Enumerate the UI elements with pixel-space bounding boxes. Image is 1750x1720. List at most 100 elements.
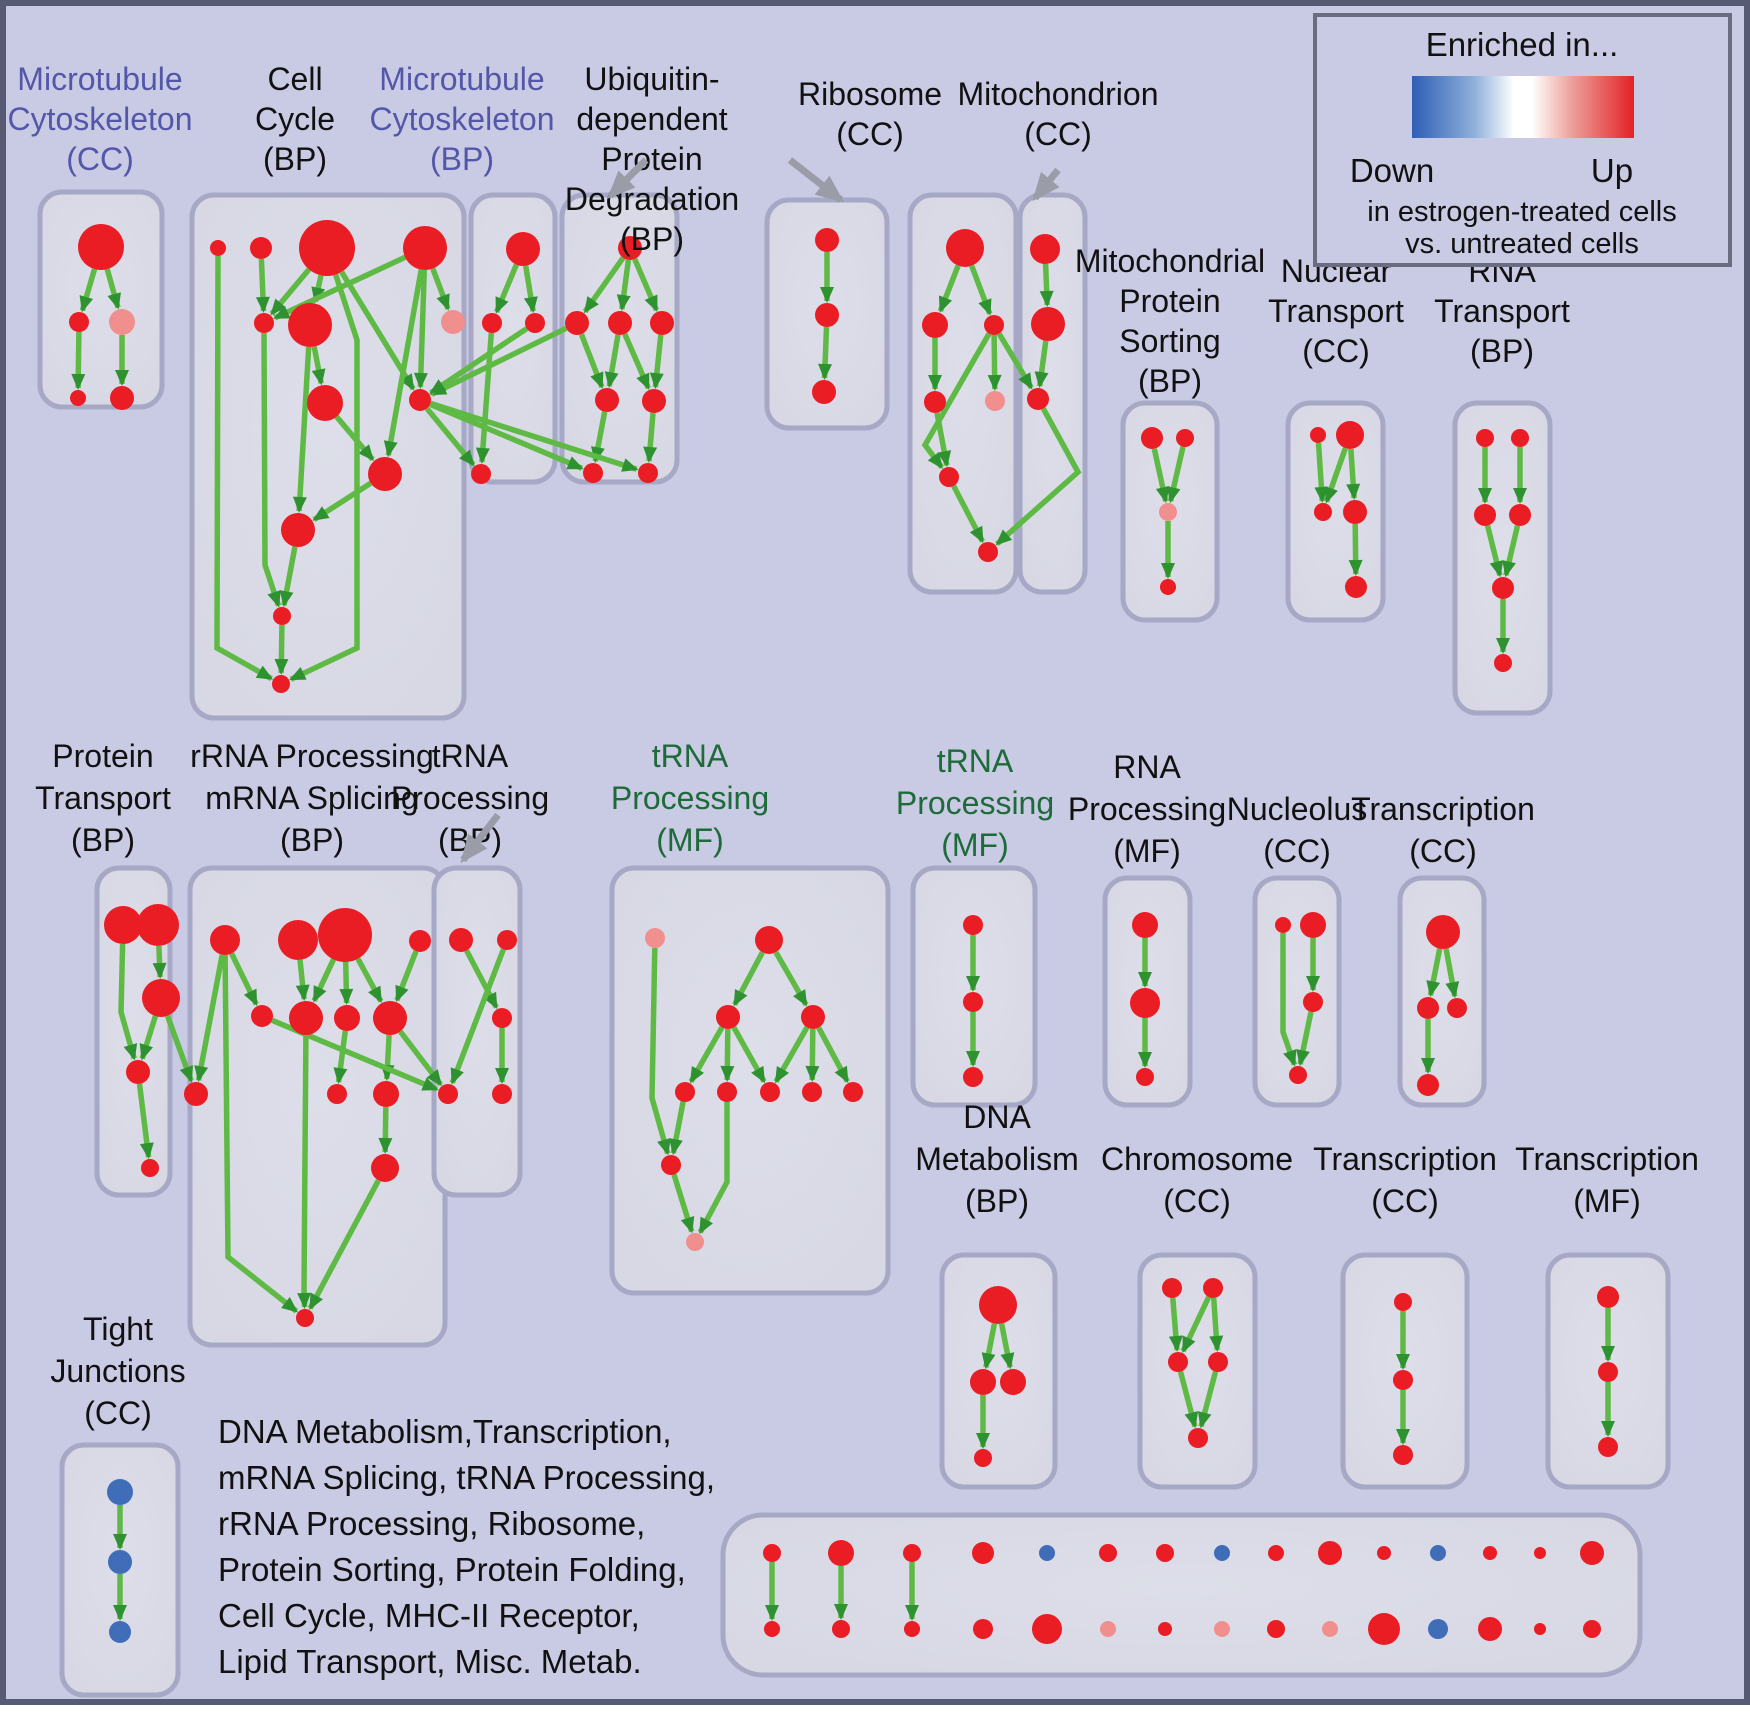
mitochondrion-cc-node-m2 [1031, 307, 1065, 341]
transcription-cc-row2-label-line-0: Transcription [1351, 791, 1535, 827]
mitochondrion-cc-label-line-1: (CC) [1024, 116, 1092, 152]
dna-metabolism-bp-node-b [974, 1449, 992, 1467]
microtubule-cytoskeleton-bp-node-b [525, 313, 545, 333]
protein-transport-bp-edge-b-c [152, 945, 167, 979]
trna-processing-bp-label-line-1: Processing [391, 780, 549, 816]
transcription-cc-row2-node-mr [1447, 998, 1467, 1018]
microtubule-cytoskeleton-cc-edge-a-c [71, 331, 86, 390]
ribosome-cc-edge-e-f [951, 484, 985, 544]
transcription-cc-row3-label-line-0: Transcription [1313, 1141, 1497, 1177]
summary-node-col8-bottom [1267, 1620, 1285, 1638]
ubiquitin-degradation-main-node-a [565, 311, 589, 335]
trna-processing-mf-small-node-n3 [963, 1067, 983, 1087]
dna-metabolism-bp-label-line-2: (BP) [965, 1183, 1029, 1219]
mitochondrial-protein-sorting-bp-label-line-1: Protein [1119, 283, 1220, 319]
summary-node-col14-top [1580, 1541, 1604, 1565]
ubiquitin-degradation-main-node-g [638, 463, 658, 483]
transcription-cc-row2-edges [1421, 948, 1460, 1074]
chromosome-cc-node-tl [1162, 1278, 1182, 1298]
trna-processing-mf-large-edge-mr-r4 [805, 1028, 820, 1082]
labels-layer: Microtubule Cytoskeleton (CC) Cell Cycle (BP)… [8, 13, 1732, 1680]
protein-transport-bp-box [94, 865, 173, 1198]
chromosome-cc-edge-tr-ml [1180, 1295, 1212, 1354]
microtubule-cytoskeleton-cc-label-line-1: Cytoskeleton [8, 101, 193, 137]
label-pointer-arrow-2 [1032, 167, 1061, 202]
ubiquitin-degradation-chain-edge-n2-n3 [818, 326, 833, 380]
trna-processing-bp-node-q [438, 1084, 458, 1104]
tight-junctions-cc-node-n2 [108, 1550, 132, 1574]
mitochondrial-protein-sorting-bp-node-t1 [1141, 427, 1163, 449]
dna-metabolism-bp-label-line-0: DNA [963, 1099, 1031, 1135]
microtubule-cytoskeleton-cc-label-line-2: (CC) [66, 141, 134, 177]
trna-processing-bp-node-b2 [492, 1084, 512, 1104]
microtubule-cytoskeleton-bp-edge-t-a [494, 263, 519, 314]
rrna-processing-mrna-splicing-bp-node-i [318, 908, 372, 962]
ubiquitin-degradation-chain-node-n2 [815, 303, 839, 327]
cell-cycle-edge-f-k [292, 346, 312, 513]
ribosome-cc-edge-t-a [937, 264, 961, 313]
rna-processing-mf-node-n2 [1130, 988, 1160, 1018]
ubiquitin-degradation-main-edge-d-f [591, 411, 608, 464]
summary-node-col13-bottom [1534, 1623, 1546, 1635]
microtubule-cytoskeleton-cc-node-t [78, 224, 124, 270]
transcription-cc-row3-node-n2 [1393, 1370, 1413, 1390]
transcription-cc-row3-node-n3 [1393, 1445, 1413, 1465]
ribosome-cc-label-line-1: (CC) [836, 116, 904, 152]
protein-transport-bp-node-a [104, 906, 142, 944]
summary-node-col7-bottom [1214, 1621, 1230, 1637]
edges-layer [71, 252, 1615, 1621]
cell-cycle-edge-d-g [430, 267, 451, 311]
rrna-processing-mrna-splicing-bp-node-j [409, 930, 431, 952]
nuclear-transport-cc-label-line-2: (CC) [1302, 333, 1370, 369]
summary-node-col0-bottom [764, 1621, 780, 1637]
trna-processing-bp-node-mid [492, 1008, 512, 1028]
transcription-cc-row2-nodes [1417, 915, 1467, 1096]
ubiquitin-degradation-chain-edges [818, 252, 834, 380]
cell-cycle-edge-e-l [261, 332, 282, 608]
nuclear-transport-cc-nodes [1310, 421, 1367, 598]
trna-processing-mf-large-node-pk [645, 928, 665, 948]
ubiquitin-degradation-chain-node-n1 [815, 228, 839, 252]
microtubule-cytoskeleton-cc-node-a [69, 312, 89, 332]
trna-processing-bp-edges [449, 948, 509, 1085]
microtubule-cytoskeleton-bp-label-line-1: Cytoskeleton [370, 101, 555, 137]
cross-edge-3.a-1.i [429, 325, 568, 397]
trna-processing-mf-small-node-n2 [963, 992, 983, 1012]
trna-processing-mf-large-label-line-0: tRNA [652, 738, 729, 774]
protein-transport-bp-label-line-1: Transport [35, 780, 171, 816]
chromosome-cc-nodes [1162, 1278, 1228, 1448]
ribosome-cc-node-p [985, 391, 1005, 411]
trna-processing-mf-large-edge-ml-r1 [688, 1026, 725, 1084]
label-pointer-arrow-0 [607, 157, 649, 199]
mitochondrial-protein-sorting-bp-label-line-0: Mitochondrial [1075, 243, 1265, 279]
tight-junctions-cc-label-line-0: Tight [83, 1311, 153, 1347]
rna-processing-mf-node-n3 [1136, 1068, 1154, 1086]
transcription-cc-row2-edge-t-mr [1443, 948, 1460, 999]
trna-processing-bp-node-t1 [449, 928, 473, 952]
trna-processing-bp-edge-t2-q [449, 948, 506, 1085]
cross-edge-10.c-11.e2 [164, 1014, 194, 1083]
trna-processing-bp-label-line-0: tRNA [432, 738, 509, 774]
transcription-mf-label-line-1: (MF) [1573, 1183, 1641, 1219]
transcription-cc-row3-label-line-1: (CC) [1371, 1183, 1439, 1219]
transcription-cc-row2-label-line-1: (CC) [1409, 833, 1477, 869]
ubiquitin-degradation-main-edge-a-d [578, 333, 605, 389]
protein-transport-bp-node-d [126, 1060, 150, 1084]
microtubule-cytoskeleton-cc-node-d [110, 386, 134, 410]
ribosome-cc-node-e [939, 467, 959, 487]
rrna-processing-mrna-splicing-bp-node-m [334, 1005, 360, 1031]
cross-edge-2.b-1.i [429, 326, 529, 396]
rrna-processing-mrna-splicing-bp-node-k [251, 1005, 273, 1027]
rrna-processing-mrna-splicing-bp-edge-p-r [378, 1106, 393, 1154]
protein-transport-bp-node-f [141, 1159, 159, 1177]
rrna-processing-mrna-splicing-bp-edge-h-l [295, 959, 310, 1002]
mitochondrion-cc-edge-m2-m3 [1034, 340, 1049, 389]
rrna-processing-mrna-splicing-bp-edge-r-s [307, 1179, 381, 1311]
rna-processing-mf-label-line-0: RNA [1113, 749, 1181, 785]
trna-processing-mf-large-edge-ml-r3 [731, 1026, 767, 1084]
summary-node-col4-bottom [1032, 1614, 1062, 1644]
ribosome-cc-edge-b-e [921, 332, 992, 470]
label-pointer-arrow-1 [787, 157, 845, 203]
trna-processing-mf-large-edge-mr-r5 [816, 1026, 850, 1084]
cell-cycle-label-line-2: (BP) [263, 141, 327, 177]
